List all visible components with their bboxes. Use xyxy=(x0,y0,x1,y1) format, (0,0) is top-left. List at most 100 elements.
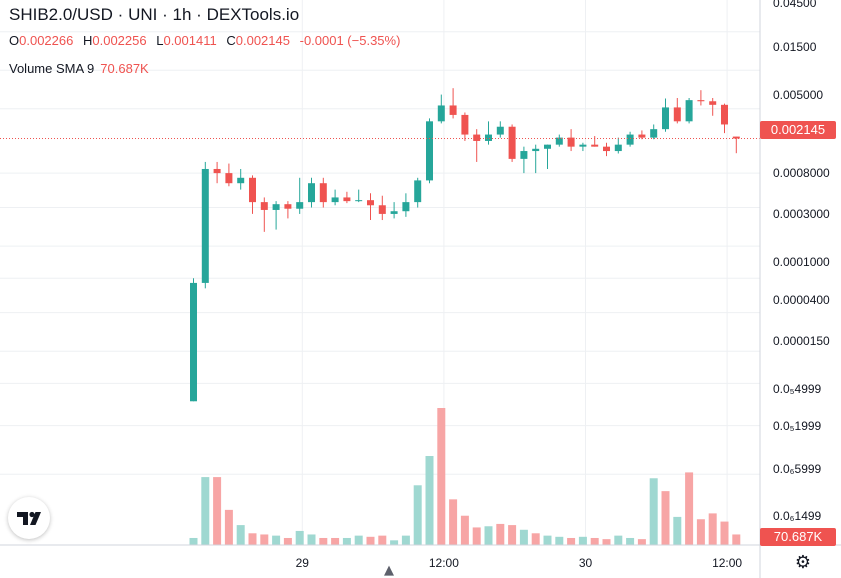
exchange-label: UNI xyxy=(128,5,158,24)
candle-body xyxy=(308,183,315,203)
candle-body xyxy=(732,136,740,139)
candle xyxy=(685,98,693,124)
ohlc-readout: O0.002266 H0.002256 L0.001411 C0.002145 … xyxy=(9,33,406,48)
candle-series xyxy=(190,88,740,402)
candle-body xyxy=(331,197,339,203)
candle-body xyxy=(721,104,728,125)
candle-body xyxy=(673,107,681,122)
candle-body xyxy=(544,144,551,149)
candle xyxy=(638,130,646,140)
candle-body xyxy=(650,129,658,138)
volume-sma-label: Volume SMA 9 xyxy=(9,61,95,76)
candle-body xyxy=(532,148,540,152)
last-price-badge: 0.002145 xyxy=(760,121,836,139)
candle xyxy=(473,129,481,162)
volume-bar xyxy=(543,535,552,545)
volume-bar xyxy=(590,537,599,545)
volume-bar xyxy=(236,525,245,545)
volume-series xyxy=(189,408,741,545)
time-tick-label: 29 xyxy=(296,556,310,570)
candle xyxy=(485,121,492,145)
source-label: DEXTools.io xyxy=(206,5,300,24)
candle-body xyxy=(614,144,622,152)
candle xyxy=(225,163,233,187)
volume-bar xyxy=(449,499,458,545)
candle-body xyxy=(402,202,410,212)
tradingview-logo-icon[interactable] xyxy=(8,497,50,539)
candle xyxy=(567,129,575,152)
candle xyxy=(732,136,740,154)
candle xyxy=(201,161,209,289)
candle xyxy=(284,201,292,219)
price-tick-label: 0.01500 xyxy=(773,40,817,54)
change-value: -0.0001 (−5.35%) xyxy=(299,33,401,48)
close-label: C xyxy=(226,33,236,48)
volume-bar xyxy=(519,529,528,545)
candle xyxy=(461,112,469,141)
price-axis[interactable]: 0.04500 0.01500 0.005000 0.0008000 0.0003000… xyxy=(773,0,830,523)
legend-separator: · xyxy=(196,5,202,24)
chevron-up-icon[interactable]: ▲ xyxy=(384,563,394,578)
candle xyxy=(614,137,622,154)
price-tick-label: 0.0₆1499 xyxy=(773,509,822,523)
candle xyxy=(367,193,374,221)
volume-bar xyxy=(496,523,505,545)
volume-bar xyxy=(272,535,281,545)
volume-bar xyxy=(260,534,269,545)
price-tick-label: 0.0₅1999 xyxy=(773,419,822,433)
chart-legend: SHIB2.0/USD · UNI · 1h · DEXTools.io xyxy=(9,5,299,25)
candle xyxy=(532,144,540,174)
candle-body xyxy=(355,200,363,202)
candle xyxy=(426,118,433,184)
volume-bar xyxy=(649,478,658,545)
candle-body xyxy=(343,197,351,202)
candle xyxy=(249,175,256,214)
volume-bar xyxy=(460,515,469,545)
price-tick-label: 0.0000150 xyxy=(773,334,830,348)
candle xyxy=(721,103,728,134)
candle-body xyxy=(496,126,504,135)
price-tick-label: 0.005000 xyxy=(773,88,823,102)
candle-body xyxy=(201,168,209,283)
volume-bar xyxy=(189,537,198,545)
candle xyxy=(402,193,410,217)
candle xyxy=(626,131,634,147)
candle-body xyxy=(390,211,398,214)
candle-body xyxy=(662,107,669,130)
volume-bar xyxy=(224,509,233,545)
close-value: 0.002145 xyxy=(235,33,290,48)
candle xyxy=(331,189,339,206)
volume-bar xyxy=(578,536,587,545)
volume-bar xyxy=(248,533,257,545)
volume-bar xyxy=(555,536,564,545)
candle xyxy=(296,177,304,214)
price-tick-label: 0.0001000 xyxy=(773,255,830,269)
volume-bar xyxy=(531,533,540,545)
candle-body xyxy=(190,282,197,402)
candle xyxy=(555,134,563,147)
candle-body xyxy=(603,146,610,152)
candle-body xyxy=(461,114,469,135)
candle xyxy=(190,278,197,402)
volume-bar xyxy=(331,537,340,545)
candle xyxy=(355,189,363,203)
volume-bar xyxy=(567,537,576,545)
candle xyxy=(579,142,587,152)
candle-body xyxy=(378,205,386,214)
candle xyxy=(520,146,528,174)
volume-bar xyxy=(413,485,422,545)
volume-bar xyxy=(283,537,292,545)
chart-grid xyxy=(0,0,760,545)
candle xyxy=(414,177,422,208)
volume-bar xyxy=(708,513,717,545)
volume-bar xyxy=(354,535,363,545)
gear-icon[interactable]: ⚙ xyxy=(794,552,812,573)
time-tick-label: 12:00 xyxy=(429,556,459,570)
candle-body xyxy=(249,177,256,203)
symbol-label: SHIB2.0/USD xyxy=(9,5,113,24)
candle xyxy=(308,177,315,208)
candle xyxy=(237,168,245,190)
last-volume-badge: 70.687K xyxy=(760,528,836,546)
